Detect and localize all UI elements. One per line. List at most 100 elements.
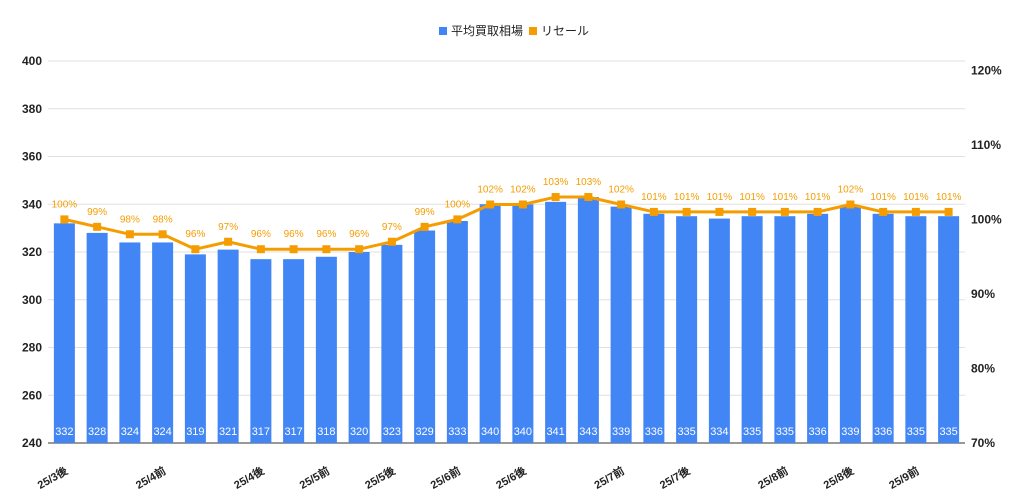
line-point: [322, 245, 331, 254]
line-value-label: 96%: [349, 229, 369, 240]
bar: [446, 220, 468, 443]
bar: [414, 230, 436, 443]
line-value-label: 101%: [641, 192, 667, 203]
line-value-label: 96%: [251, 229, 271, 240]
legend-label-bar: 平均買取相場: [451, 24, 523, 38]
bar-series: [53, 197, 960, 443]
x-tick-label: 25/6前: [428, 463, 463, 491]
line-point: [551, 193, 560, 202]
line-point: [617, 200, 626, 209]
bar: [479, 204, 501, 443]
y-left-tick-label: 400: [22, 54, 42, 68]
line-point: [813, 207, 822, 216]
bar-value-label: 336: [874, 426, 892, 438]
line-point: [682, 207, 691, 216]
line-point: [453, 215, 462, 224]
line-point: [879, 207, 888, 216]
line-point: [944, 207, 953, 216]
line-point: [289, 245, 298, 254]
bar-value-label: 318: [317, 426, 335, 438]
line-value-label: 102%: [510, 184, 536, 195]
line-value-label: 96%: [185, 229, 205, 240]
line-value-label: 101%: [739, 192, 765, 203]
x-tick-label: 25/9前: [886, 463, 921, 491]
bar-value-label: 333: [448, 426, 466, 438]
line-value-label: 99%: [415, 207, 435, 218]
line-value-label: 102%: [477, 184, 503, 195]
line-value-label: 102%: [608, 184, 634, 195]
line-value-label: 102%: [838, 184, 864, 195]
line-path: [64, 195, 949, 251]
y-axis-right: 70% 80% 90% 100% 110% 120%: [971, 63, 1002, 450]
line-value-label: 100%: [52, 199, 78, 210]
bar: [643, 213, 665, 443]
bar-value-labels: 332 328 324 324 319 321 317 317 318 320 323 329 333 3…: [55, 426, 958, 438]
x-tick-label: 25/3後: [35, 463, 71, 492]
line-point: [93, 222, 102, 231]
bar: [610, 206, 632, 443]
line-value-labels: 100% 99% 98% 98% 96% 97% 96% 96% 96% 96% 97% 99% 100…: [52, 177, 962, 240]
y-right-tick-label: 70%: [971, 436, 995, 450]
line-point: [846, 200, 855, 209]
legend: 平均買取相場 リセール: [439, 24, 589, 38]
bar: [512, 204, 534, 443]
bar: [283, 259, 305, 443]
bar: [839, 206, 861, 443]
y-right-tick-label: 100%: [971, 212, 1002, 226]
line-point: [224, 237, 233, 246]
bar-value-label: 329: [415, 426, 433, 438]
bar: [119, 242, 141, 443]
bar: [250, 259, 272, 443]
line-value-label: 97%: [382, 222, 402, 233]
bar-value-label: 339: [841, 426, 859, 438]
bar-value-label: 339: [612, 426, 630, 438]
bar-value-label: 328: [88, 426, 106, 438]
bar-value-label: 335: [776, 426, 794, 438]
line-point: [158, 230, 167, 239]
bar-value-label: 317: [284, 426, 302, 438]
bar-value-label: 332: [55, 426, 73, 438]
y-left-tick-label: 320: [22, 245, 42, 259]
line-point: [780, 207, 789, 216]
x-tick-label: 25/8後: [821, 463, 857, 492]
bar-value-label: 335: [743, 426, 761, 438]
line-value-label: 100%: [445, 199, 471, 210]
bar-value-label: 336: [645, 426, 663, 438]
bar: [807, 213, 829, 443]
legend-label-line: リセール: [541, 24, 589, 38]
x-tick-label: 25/4前: [133, 463, 168, 491]
line-value-label: 101%: [903, 192, 929, 203]
x-tick-label: 25/6後: [493, 463, 529, 492]
y-axis-left: 240 260 280 300 320 340 360 380 400: [22, 54, 42, 450]
line-value-label: 96%: [316, 229, 336, 240]
bar: [676, 216, 698, 443]
bar: [545, 201, 567, 443]
line-point: [420, 222, 429, 231]
bar: [184, 254, 206, 443]
bar-value-label: 323: [383, 426, 401, 438]
bar: [152, 242, 174, 443]
bar: [741, 216, 763, 443]
line-value-label: 99%: [87, 207, 107, 218]
x-tick-label: 25/7前: [592, 463, 627, 491]
x-tick-label: 25/4後: [231, 463, 267, 492]
bar: [905, 216, 927, 443]
bar: [872, 213, 894, 443]
line-value-label: 101%: [870, 192, 896, 203]
bar-value-label: 340: [514, 426, 532, 438]
line-value-label: 96%: [284, 229, 304, 240]
x-tick-label: 25/7後: [657, 463, 693, 492]
bar-value-label: 324: [121, 426, 139, 438]
line-value-label: 103%: [576, 177, 602, 188]
y-right-tick-label: 110%: [971, 138, 1001, 152]
bar: [938, 216, 960, 443]
line-point: [518, 200, 527, 209]
line-point: [486, 200, 495, 209]
line-point: [387, 237, 396, 246]
x-tick-label: 25/8前: [755, 463, 790, 491]
line-value-label: 98%: [120, 214, 140, 225]
line-point: [125, 230, 134, 239]
bar-value-label: 324: [153, 426, 171, 438]
